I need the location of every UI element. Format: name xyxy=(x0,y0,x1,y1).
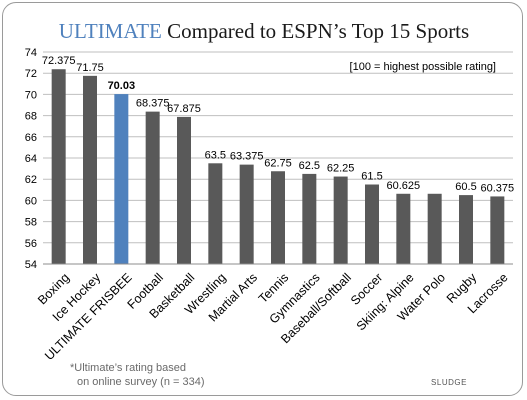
bars xyxy=(51,69,505,264)
bar-soccer xyxy=(365,184,379,264)
data-label: 62.75 xyxy=(264,157,292,169)
y-tick-label: 58 xyxy=(25,217,37,229)
bar-skiing-alpine xyxy=(396,193,411,264)
y-tick-label: 72 xyxy=(25,68,37,80)
bar-boxing xyxy=(51,69,66,264)
bar-martial-arts xyxy=(239,164,254,264)
y-tick-label: 54 xyxy=(25,259,37,271)
data-label: 68.375 xyxy=(136,98,170,110)
data-label: 60.625 xyxy=(387,180,421,192)
bar-tennis xyxy=(271,171,285,264)
bar-gymnastics xyxy=(302,173,317,264)
y-tick-label: 68 xyxy=(25,111,37,123)
data-label: 67.875 xyxy=(167,103,201,115)
chart-title: ULTIMATE Compared to ESPN’s Top 15 Sport… xyxy=(59,19,469,43)
bar-rugby xyxy=(459,195,473,264)
data-label: 62.5 xyxy=(299,160,320,172)
bar-ultimate-frisbee xyxy=(114,94,129,264)
data-label: 62.25 xyxy=(327,163,355,175)
data-label: 70.03 xyxy=(108,80,136,92)
data-label: 72.375 xyxy=(42,55,76,67)
data-label: 60.5 xyxy=(455,181,476,193)
y-tick-label: 56 xyxy=(25,238,37,250)
bar-water-polo xyxy=(427,193,442,264)
bar-ice-hockey xyxy=(83,75,97,264)
rating-scale-note: [100 = highest possible rating] xyxy=(350,61,496,73)
data-label: 63.5 xyxy=(205,149,226,161)
y-tick-label: 62 xyxy=(25,174,37,186)
data-label: 61.5 xyxy=(361,171,382,183)
bar-lacrosse xyxy=(490,196,505,264)
data-label: 60.375 xyxy=(481,182,515,194)
y-axis-ticks: 54 56 58 60 62 64 66 68 70 72 74 xyxy=(25,47,37,271)
footnote-line-1: *Ultimate’s rating based xyxy=(70,362,186,374)
bar-baseball-softball xyxy=(333,176,348,264)
chart-title-rest: Compared to ESPN’s Top 15 Sports xyxy=(162,19,469,43)
bar-basketball xyxy=(177,116,191,264)
data-label: 71.75 xyxy=(76,62,104,74)
brand-mark: SLUDGE xyxy=(431,378,467,387)
y-tick-label: 70 xyxy=(25,89,37,101)
chart-title-highlight: ULTIMATE xyxy=(59,19,162,43)
bar-wrestling xyxy=(208,163,223,264)
y-tick-label: 66 xyxy=(25,132,37,144)
data-label: 63.375 xyxy=(230,151,264,163)
y-tick-label: 60 xyxy=(25,195,37,207)
y-tick-label: 64 xyxy=(25,153,37,165)
y-tick-label: 74 xyxy=(25,47,37,59)
bar-football xyxy=(145,111,160,264)
footnote-line-2: on online survey (n = 334) xyxy=(77,376,205,388)
